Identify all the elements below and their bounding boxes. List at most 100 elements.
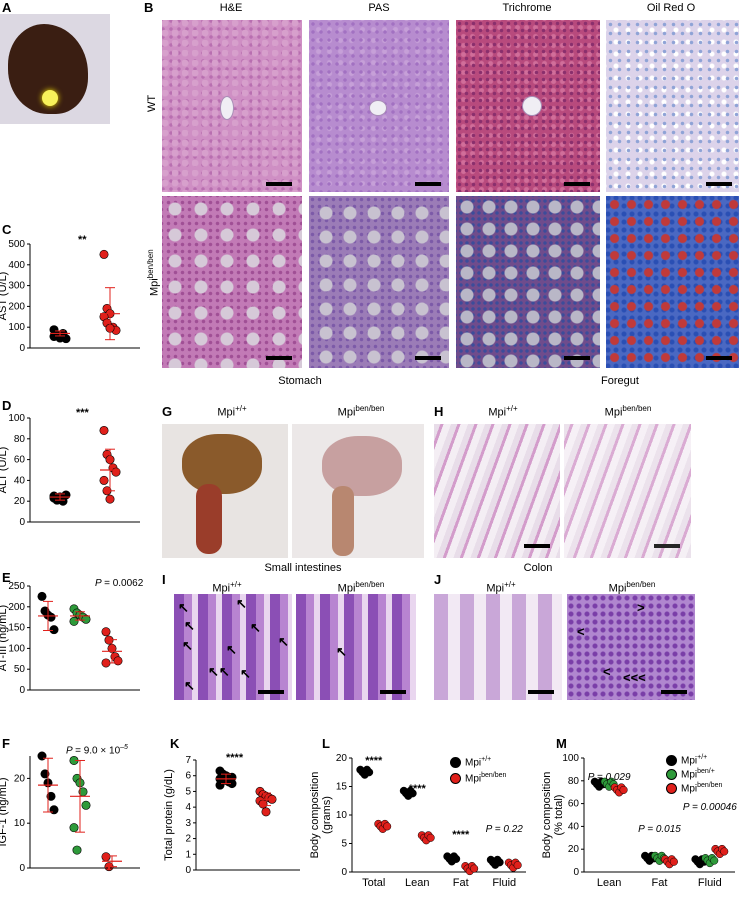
chart-l-tick-label: 20	[336, 753, 348, 764]
chart-k-tick-label: 1	[185, 849, 191, 860]
chart-l-tick-label: 15	[336, 782, 348, 793]
chart-f-pvalue: P = 9.0 × 10–5	[66, 744, 128, 757]
histology-wt-pas	[309, 20, 449, 192]
chart-k-significance: ****	[226, 752, 244, 764]
chart-l-point	[452, 854, 461, 863]
chart-m-tick-label: 80	[568, 776, 580, 787]
panel-label-f: F	[2, 736, 10, 751]
legend-l-wt: Mpi+/+	[450, 756, 491, 768]
chart-f-point	[81, 800, 91, 810]
panel-label-d: D	[2, 398, 12, 413]
chart-l-annotation: ****	[365, 755, 383, 767]
stain-header-trichrome: Trichrome	[502, 2, 552, 14]
chart-d-point	[105, 494, 115, 504]
chart-m-tick-label: 0	[573, 867, 579, 878]
chart-m-annotation: P = 0.029	[588, 772, 631, 783]
g-label-mut: Mpiben/ben	[337, 404, 385, 419]
section-header-stomach: Stomach	[278, 375, 322, 387]
chart-l-annotation: ****	[409, 783, 427, 795]
chart-e-tick-label: 100	[8, 643, 25, 654]
stomach-photo-mut	[292, 424, 424, 558]
chart-l-ylabel: Body composition	[309, 772, 321, 859]
chart-e-point	[81, 614, 91, 624]
panel-label-m: M	[556, 736, 567, 751]
chart-e-point	[46, 612, 56, 622]
chart-e-tick-label: 0	[19, 685, 25, 696]
chart-m-annotation: P = 0.00046	[683, 802, 737, 813]
histology-mut-trichrome	[456, 196, 600, 368]
chart-m-point	[669, 857, 678, 866]
panel-label-h: H	[434, 404, 444, 419]
chart-c-tick-label: 0	[19, 343, 25, 354]
chart-l-annotation: P = 0.22	[486, 824, 524, 835]
chart-k-point	[261, 807, 271, 817]
legend-m-wt: Mpi+/+	[666, 754, 707, 766]
chart-l-point	[408, 789, 417, 798]
chart-f-point	[37, 751, 47, 761]
chart-f-tick-label: 10	[14, 818, 26, 829]
stain-header-pas: PAS	[368, 2, 390, 14]
chart-f-point	[101, 852, 111, 862]
chart-e-tick-label: 50	[14, 664, 26, 675]
chart-k-tick-label: 6	[185, 771, 191, 782]
stain-header-oil-red-o: Oil Red O	[646, 2, 696, 14]
chart-k-tick-label: 3	[185, 818, 191, 829]
chart-d-ylabel: ALT (U/L)	[0, 447, 9, 494]
chart-k-point	[215, 780, 225, 790]
legend-l-mut: Mpiben/ben	[450, 772, 506, 784]
section-header-foregut: Foregut	[601, 375, 639, 387]
histology-wt-trichrome	[456, 20, 600, 192]
histology-mut-oil-red-o	[606, 196, 739, 368]
stain-header-he: H&E	[219, 2, 243, 14]
foregut-histology-wt	[434, 424, 560, 558]
chart-k-tick-label: 5	[185, 786, 191, 797]
chart-d-tick-label: 40	[14, 475, 26, 486]
histology-mut-pas	[309, 196, 449, 368]
chart-e-point	[69, 616, 79, 626]
chart-l-category-label: Fat	[453, 877, 469, 889]
chart-d-significance: ***	[76, 407, 89, 419]
chart-f-tick-label: 0	[19, 863, 25, 874]
chart-e-pvalue: P = 0.0062	[95, 578, 144, 589]
panel-label-e: E	[2, 570, 11, 585]
chart-m-point	[720, 847, 729, 856]
chart-m-point	[619, 785, 628, 794]
chart-f-tick-label: 20	[14, 773, 26, 784]
chart-k-ylabel: Total protein (g/dL)	[163, 769, 175, 861]
chart-m-category-label: Fat	[652, 877, 668, 889]
chart-l-point	[383, 822, 392, 831]
small-intestine-histology-mut: ↖	[296, 594, 416, 700]
i-label-mut: Mpiben/ben	[337, 580, 385, 595]
j-label-mut: Mpiben/ben	[608, 580, 656, 595]
chart-k-tick-label: 0	[185, 865, 191, 876]
i-label-wt: Mpi+/+	[212, 580, 242, 595]
chart-f-point	[46, 791, 56, 801]
chart-m-category-label: Fluid	[698, 877, 722, 889]
chart-d-tick-label: 0	[19, 517, 25, 528]
panel-label-b: B	[144, 0, 154, 15]
j-label-wt: Mpi+/+	[486, 580, 516, 595]
chart-e-point	[37, 591, 47, 601]
chart-f-point	[40, 769, 50, 779]
panel-label-a: A	[2, 0, 12, 15]
chart-m-tick-label: 20	[568, 844, 580, 855]
foregut-histology-mut	[564, 424, 691, 558]
chart-l-point	[495, 858, 504, 867]
chart-c-tick-label: 400	[8, 260, 25, 271]
liver-photo	[0, 14, 110, 124]
legend-m-het: Mpiben/+	[666, 768, 715, 780]
chart-m-tick-label: 100	[562, 753, 579, 764]
chart-d-tick-label: 60	[14, 455, 26, 466]
chart-l-tick-label: 10	[336, 810, 348, 821]
chart-e-ylabel: AT-III (ng/mL)	[0, 605, 9, 671]
chart-k-tick-label: 7	[185, 755, 191, 766]
chart-e-point	[101, 627, 111, 637]
chart-m-ylabel: Body composition	[541, 772, 553, 859]
chart-m-ylabel-unit: (% total)	[553, 795, 565, 836]
legend-m-mut: Mpiben/ben	[666, 782, 722, 794]
chart-c-significance: **	[78, 234, 87, 246]
chart-e-tick-label: 200	[8, 602, 25, 613]
chart-c-tick-label: 100	[8, 322, 25, 333]
chart-m-annotation: P = 0.015	[638, 824, 681, 835]
chart-l-point	[426, 833, 435, 842]
